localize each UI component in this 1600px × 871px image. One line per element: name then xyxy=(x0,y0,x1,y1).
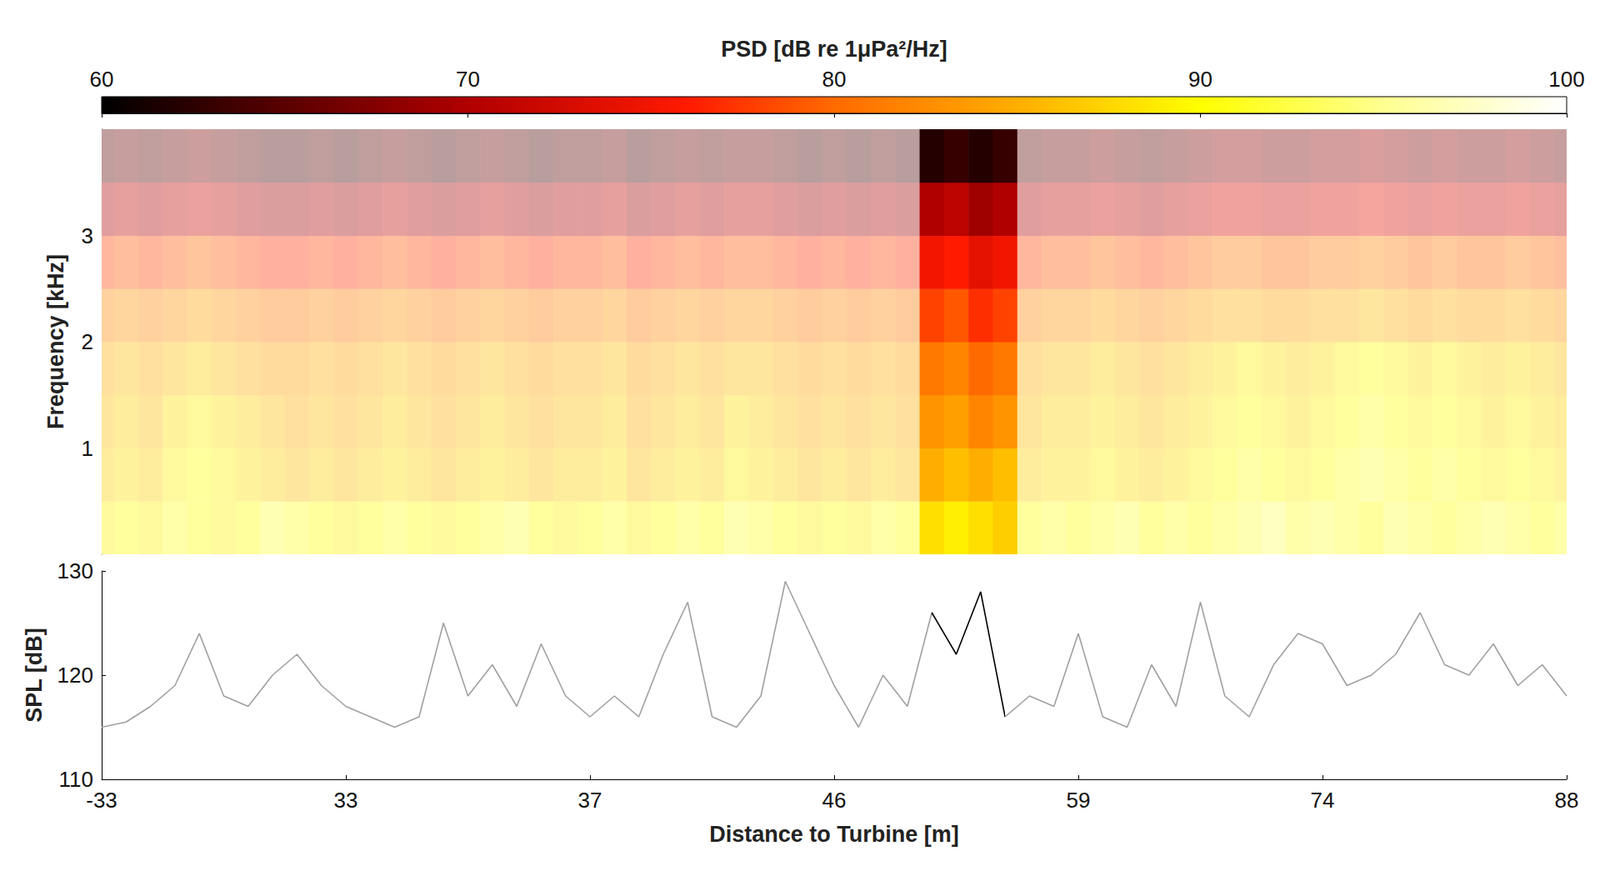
svg-text:120: 120 xyxy=(57,662,94,688)
svg-text:100: 100 xyxy=(1548,66,1585,92)
svg-text:Distance to Turbine [m]: Distance to Turbine [m] xyxy=(709,821,960,847)
svg-text:80: 80 xyxy=(822,66,847,92)
svg-text:59: 59 xyxy=(1066,787,1091,813)
svg-text:88: 88 xyxy=(1555,787,1580,813)
svg-text:110: 110 xyxy=(58,766,94,792)
svg-text:90: 90 xyxy=(1188,66,1213,92)
svg-text:PSD [dB re 1μPa²/Hz]: PSD [dB re 1μPa²/Hz] xyxy=(720,36,948,62)
svg-text:-33: -33 xyxy=(85,787,118,813)
svg-text:Frequency [kHz]: Frequency [kHz] xyxy=(43,254,69,430)
svg-text:130: 130 xyxy=(57,558,94,584)
svg-text:SPL [dB]: SPL [dB] xyxy=(21,627,47,723)
svg-text:70: 70 xyxy=(455,66,480,92)
svg-text:60: 60 xyxy=(90,66,115,92)
svg-text:46: 46 xyxy=(822,787,847,813)
svg-text:1: 1 xyxy=(81,435,94,461)
svg-text:74: 74 xyxy=(1310,787,1335,813)
svg-text:33: 33 xyxy=(334,787,359,813)
svg-text:3: 3 xyxy=(81,223,94,249)
svg-text:2: 2 xyxy=(81,329,94,355)
svg-text:37: 37 xyxy=(578,787,603,813)
